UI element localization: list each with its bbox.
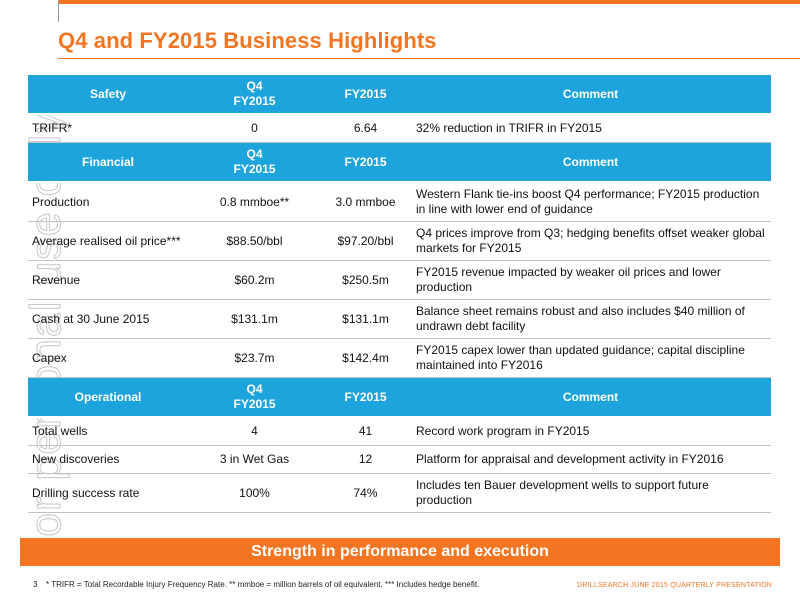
fy-cell: $131.1m [321,299,410,339]
metric-cell: Cash at 30 June 2015 [28,299,188,339]
metric-cell: Revenue [28,260,188,300]
fy-column-header: FY2015 [321,75,410,115]
fy-cell: 6.64 [321,114,410,143]
metric-cell: Drilling success rate [28,473,188,513]
fy-column-header: FY2015 [321,377,410,418]
fy-cell: 74% [321,473,410,513]
comment-cell: Includes ten Bauer development wells to … [410,473,771,513]
section-label: Financial [28,142,188,183]
comment-cell: Western Flank tie-ins boost Q4 performan… [410,182,771,222]
title-underline [58,58,800,59]
fy-cell: $250.5m [321,260,410,300]
comment-cell: FY2015 capex lower than updated guidance… [410,338,771,378]
q4-cell: $88.50/bbl [188,221,321,261]
fy-cell: 3.0 mmboe [321,182,410,222]
fy-column-header: FY2015 [321,142,410,183]
highlights-table: Safety Q4 FY2015 FY2015 Comment TRIFR* 0 … [28,75,771,513]
comment-cell: Q4 prices improve from Q3; hedging benef… [410,221,771,261]
q4-cell: $60.2m [188,260,321,300]
comment-cell: FY2015 revenue impacted by weaker oil pr… [410,260,771,300]
fy-cell: $97.20/bbl [321,221,410,261]
table-row: Production 0.8 mmboe** 3.0 mmboe Western… [28,182,771,222]
q4-cell: 3 in Wet Gas [188,445,321,474]
footer-brand: DRILLSEARCH JUNE 2015 QUARTERLY PRESENTA… [577,582,772,589]
q4-cell: $131.1m [188,299,321,339]
q4-cell: 0.8 mmboe** [188,182,321,222]
table-row: New discoveries 3 in Wet Gas 12 Platform… [28,445,771,474]
fy-cell: 41 [321,417,410,446]
footnote: * TRIFR = Total Recordable Injury Freque… [46,580,480,589]
comment-column-header: Comment [410,75,771,115]
section-label: Safety [28,75,188,115]
table-row: Total wells 4 41 Record work program in … [28,417,771,446]
fy-cell: $142.4m [321,338,410,378]
q4-cell: 0 [188,114,321,143]
section-header-operational: Operational Q4 FY2015 FY2015 Comment [28,377,771,418]
q4-column-header: Q4 FY2015 [188,142,321,183]
section-header-safety: Safety Q4 FY2015 FY2015 Comment [28,75,771,115]
metric-cell: TRIFR* [28,114,188,143]
top-accent-rule [58,0,800,4]
comment-column-header: Comment [410,142,771,183]
section-header-financial: Financial Q4 FY2015 FY2015 Comment [28,142,771,183]
table-row: Revenue $60.2m $250.5m FY2015 revenue im… [28,260,771,300]
metric-cell: New discoveries [28,445,188,474]
fy-cell: 12 [321,445,410,474]
comment-cell: Platform for appraisal and development a… [410,445,771,474]
q4-column-header: Q4 FY2015 [188,377,321,418]
corner-line [58,0,59,22]
metric-cell: Production [28,182,188,222]
comment-cell: Balance sheet remains robust and also in… [410,299,771,339]
q4-cell: 4 [188,417,321,446]
table-row: Drilling success rate 100% 74% Includes … [28,473,771,513]
q4-column-header: Q4 FY2015 [188,75,321,115]
metric-cell: Average realised oil price*** [28,221,188,261]
q4-cell: 100% [188,473,321,513]
summary-banner: Strength in performance and execution [20,538,780,566]
comment-column-header: Comment [410,377,771,418]
section-label: Operational [28,377,188,418]
q4-cell: $23.7m [188,338,321,378]
table-row: Average realised oil price*** $88.50/bbl… [28,221,771,261]
page-title: Q4 and FY2015 Business Highlights [58,28,437,53]
page-number: 3 [33,580,38,589]
table-row: TRIFR* 0 6.64 32% reduction in TRIFR in … [28,114,771,143]
comment-cell: 32% reduction in TRIFR in FY2015 [410,114,771,143]
table-row: Cash at 30 June 2015 $131.1m $131.1m Bal… [28,299,771,339]
comment-cell: Record work program in FY2015 [410,417,771,446]
table-row: Capex $23.7m $142.4m FY2015 capex lower … [28,338,771,378]
metric-cell: Total wells [28,417,188,446]
metric-cell: Capex [28,338,188,378]
